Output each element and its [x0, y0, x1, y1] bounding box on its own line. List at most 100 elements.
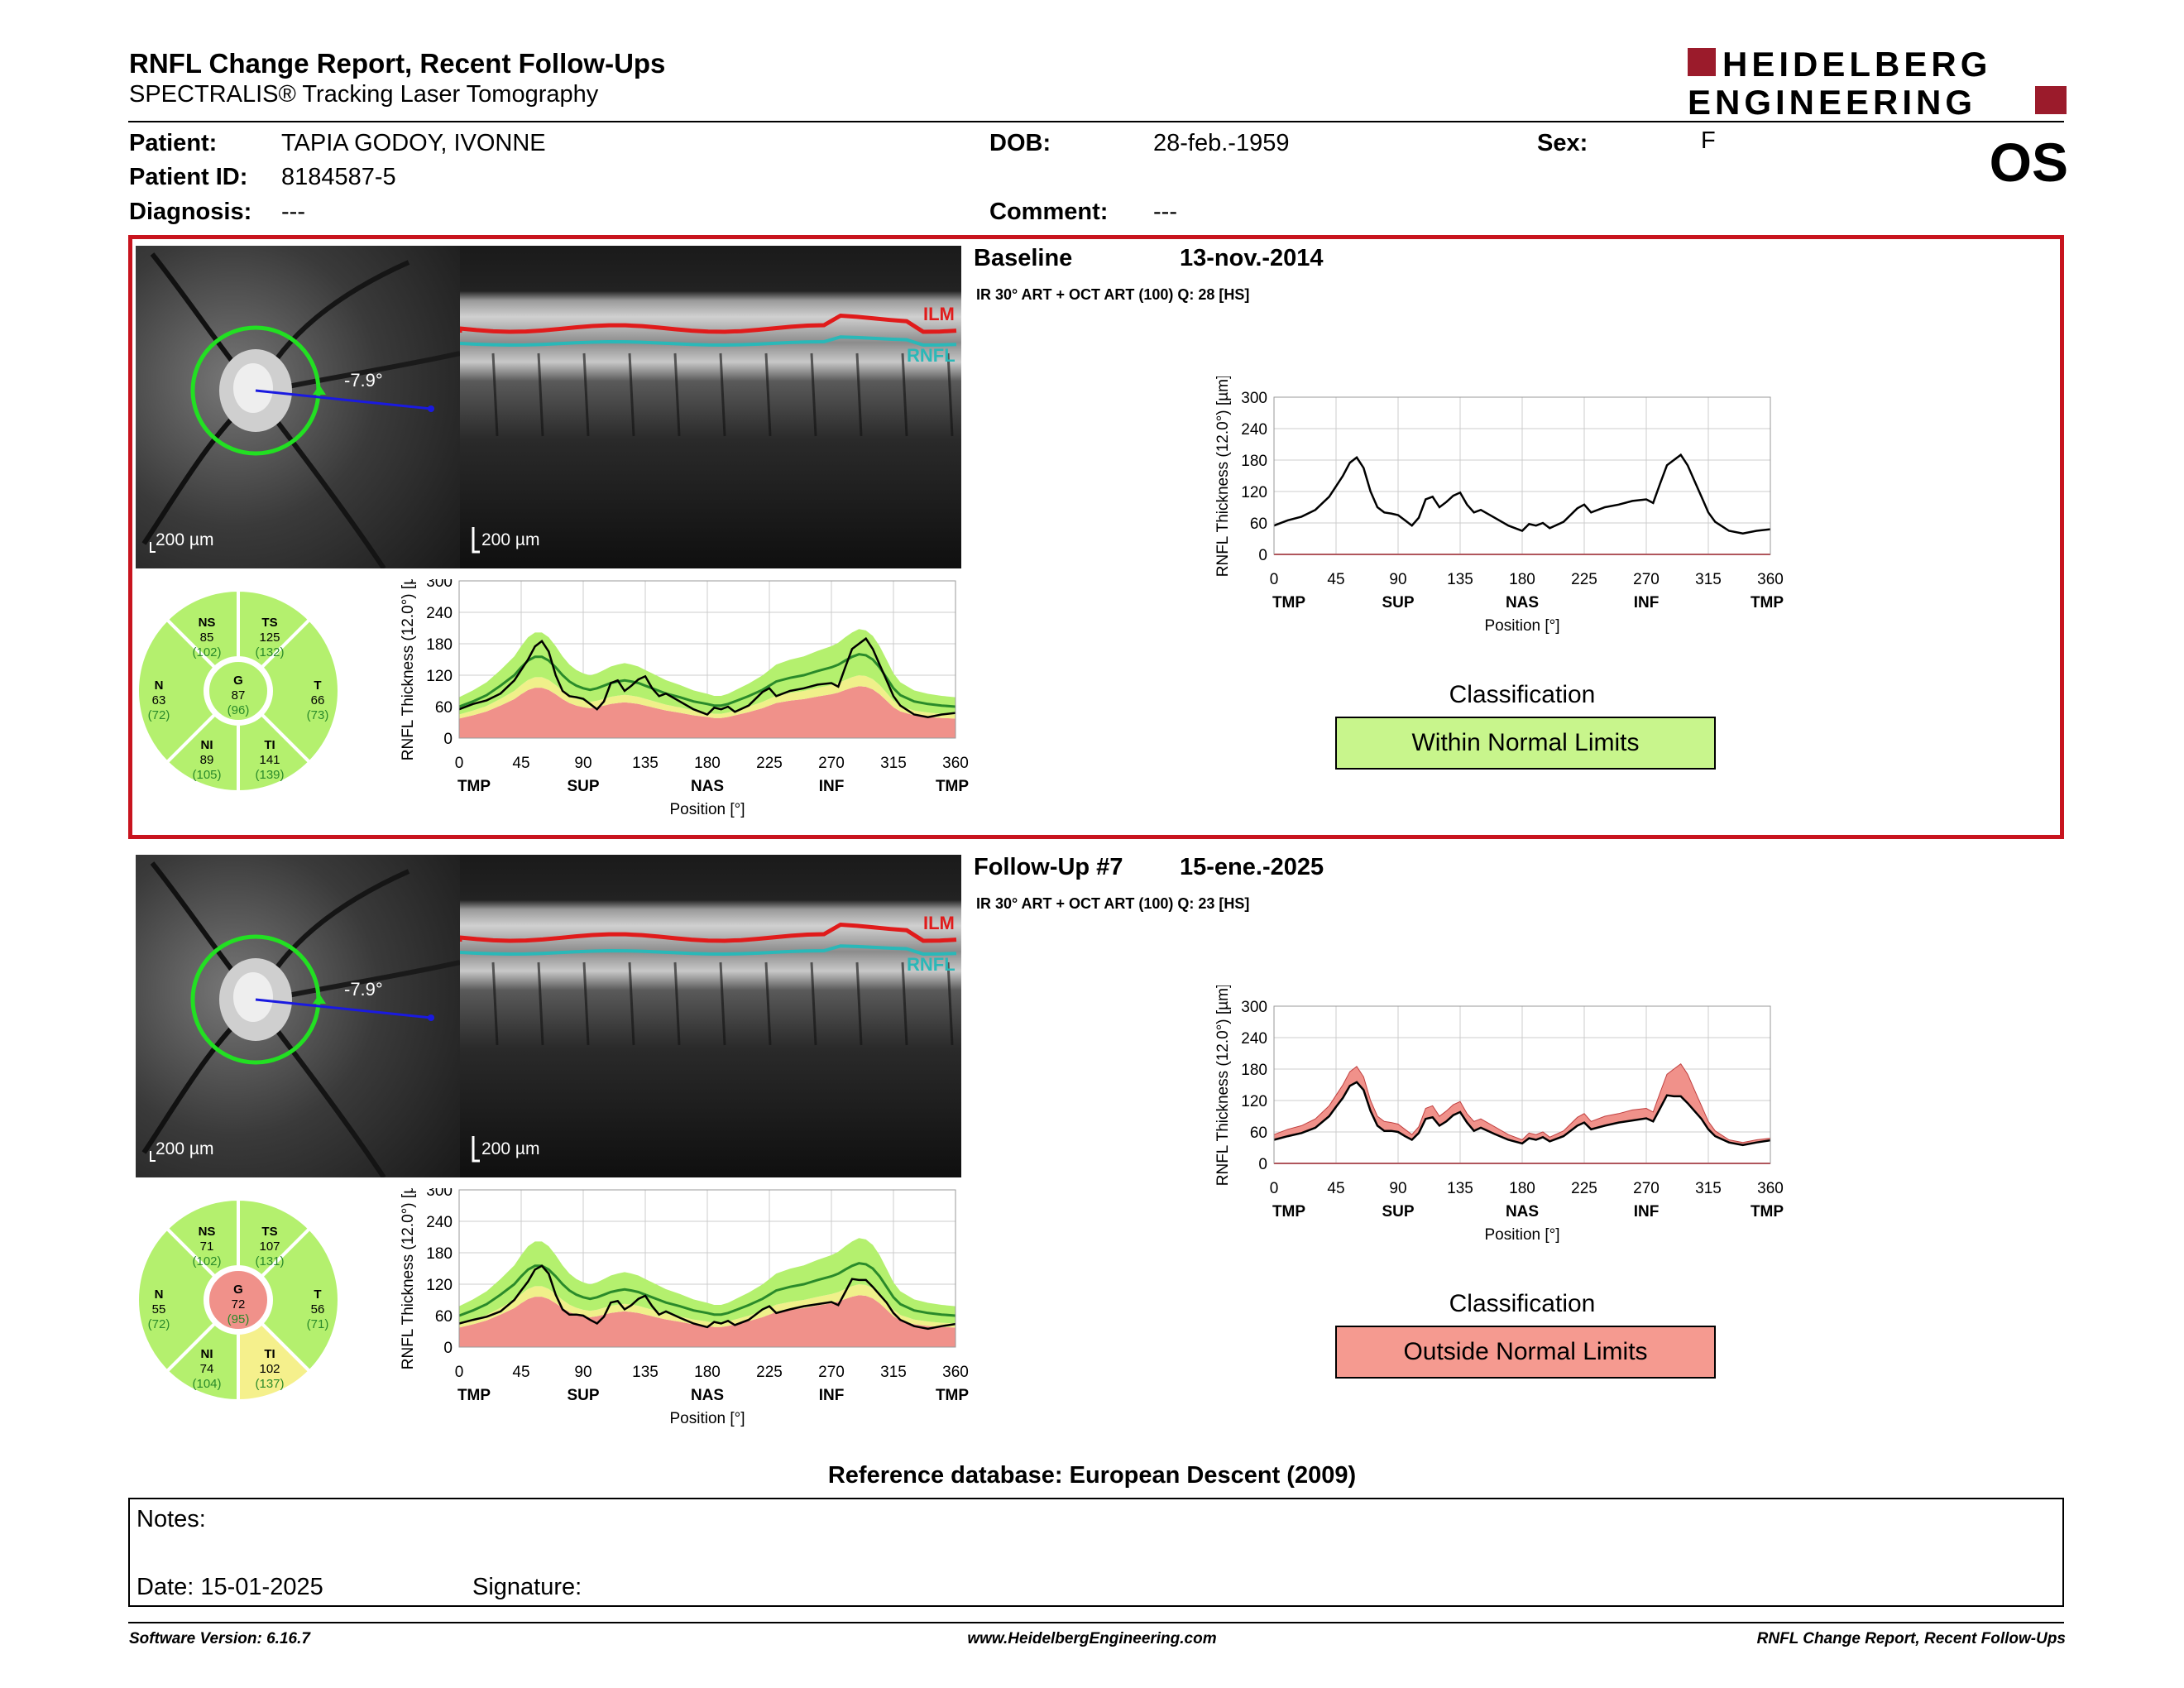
x-tick: 45 — [1327, 1180, 1344, 1197]
x-tick: 90 — [574, 755, 592, 772]
signature-label: Signature: — [472, 1574, 582, 1600]
x-tick: 180 — [1509, 1180, 1535, 1197]
x-sector-label: INF — [819, 778, 845, 795]
x-sector-label: INF — [1634, 1203, 1660, 1220]
classification-title: Classification — [1449, 681, 1596, 708]
sector-g — [206, 659, 271, 723]
sector-ns-label: NS — [199, 1225, 216, 1239]
x-tick: 0 — [455, 1364, 464, 1381]
baseline-panel — [128, 235, 2064, 839]
y-tick: 300 — [426, 579, 453, 591]
thickness-chart: 0 60 120 180 240 300 0 45 90 135 180 225 270 315 360 TM… — [1214, 985, 1784, 1244]
rnfl-label: RNFL — [907, 345, 956, 366]
x-tick: 135 — [632, 1364, 659, 1381]
x-sector-label: INF — [819, 1387, 845, 1404]
x-tick: 45 — [512, 1364, 529, 1381]
fundus-scale: 200 µm — [156, 1139, 214, 1158]
sector-t-ref: (73) — [307, 708, 329, 722]
y-axis-label: RNFL Thickness (12.0°) [µm] — [400, 579, 417, 760]
x-tick: 90 — [574, 1364, 592, 1381]
x-sector-label: SUP — [567, 1387, 599, 1404]
sector-ts-label: TS — [261, 616, 277, 630]
x-sector-label: INF — [1634, 594, 1660, 611]
x-sector-label: TMP — [1272, 1203, 1305, 1220]
classification-result: Within Normal Limits — [1335, 717, 1716, 770]
x-tick: 0 — [1270, 571, 1279, 588]
x-sector-label: TMP — [1272, 594, 1305, 611]
x-tick: 225 — [756, 755, 783, 772]
website: www.HeidelbergEngineering.com — [967, 1630, 1217, 1647]
notes-box[interactable]: Notes: Date: 15-01-2025 Signature: — [128, 1498, 2064, 1607]
x-tick: 0 — [455, 755, 464, 772]
sector-n-value: 55 — [152, 1302, 166, 1316]
y-axis-label: RNFL Thickness (12.0°) [µm] — [1214, 985, 1232, 1186]
x-sector-label: TMP — [936, 1387, 969, 1404]
sector-g-ref: (95) — [228, 1312, 250, 1326]
x-axis-label: Position [°] — [1484, 617, 1559, 635]
rnfl-line — [460, 335, 957, 347]
y-tick: 240 — [426, 1214, 453, 1231]
sector-ni-ref: (104) — [192, 1377, 221, 1391]
sector-ns — [164, 587, 240, 670]
sector-ns-label: NS — [199, 616, 216, 630]
acquisition-info: IR 30° ART + OCT ART (100) Q: 23 [HS] — [976, 895, 1250, 912]
sector-ni-value: 74 — [200, 1362, 214, 1376]
sector-n-ref: (72) — [148, 1317, 170, 1331]
borderline-band — [459, 1284, 956, 1328]
sector-ni — [164, 1321, 240, 1403]
oct-bscan: ILM RNFL 200 µm — [460, 855, 961, 1177]
x-tick: 360 — [942, 1364, 969, 1381]
comment-value: --- — [1153, 199, 1177, 225]
sector-n-value: 63 — [152, 693, 166, 707]
x-tick: 315 — [880, 755, 907, 772]
sector-ti-value: 141 — [259, 753, 280, 767]
x-tick: 225 — [756, 1364, 783, 1381]
normative-mean-line — [458, 653, 956, 708]
y-tick: 120 — [426, 1277, 453, 1294]
scan-angle: -7.9° — [344, 370, 383, 391]
x-tick: 270 — [818, 1364, 845, 1381]
classification-result: Outside Normal Limits — [1335, 1326, 1716, 1379]
outside-limits-band — [459, 1295, 956, 1347]
patient-thickness-line — [458, 1264, 956, 1331]
oct-scale: 200 µm — [481, 530, 540, 549]
y-tick: 180 — [1241, 453, 1267, 470]
sector-t-ref: (71) — [307, 1317, 329, 1331]
x-tick: 315 — [1695, 571, 1722, 588]
sector-t-value: 66 — [311, 693, 325, 707]
date-label: Date: 15-01-2025 — [136, 1574, 323, 1600]
y-tick: 60 — [435, 1308, 453, 1326]
sector-ni-label: NI — [201, 738, 213, 752]
x-sector-label: SUP — [567, 778, 599, 795]
sector-n-label: N — [155, 679, 164, 693]
x-sector-label: NAS — [1506, 594, 1539, 611]
normal-band — [459, 629, 956, 715]
x-tick: 135 — [632, 755, 659, 772]
sector-ns — [164, 1196, 240, 1279]
scan-angle: -7.9° — [344, 979, 383, 1000]
x-tick: 225 — [1571, 571, 1597, 588]
ilm-line — [460, 313, 957, 334]
x-sector-label: TMP — [457, 778, 491, 795]
sector-n-label: N — [155, 1288, 164, 1302]
sector-ts-label: TS — [261, 1225, 277, 1239]
x-tick: 180 — [694, 755, 721, 772]
software-version: Software Version: 6.16.7 — [129, 1630, 310, 1647]
sector-ns-value: 85 — [200, 631, 214, 645]
y-tick: 0 — [443, 731, 453, 748]
ilm-line — [460, 922, 957, 943]
report-title: RNFL Change Report, Recent Follow-Ups — [129, 48, 666, 79]
sector-t-value: 56 — [311, 1302, 325, 1316]
sex-value: F — [1701, 127, 1716, 154]
comment-label: Comment: — [989, 199, 1109, 225]
x-tick: 135 — [1447, 1180, 1473, 1197]
sector-ts — [237, 587, 313, 670]
sector-n-ref: (72) — [148, 708, 170, 722]
x-tick: 0 — [1270, 1180, 1279, 1197]
x-tick: 270 — [818, 755, 845, 772]
x-tick: 360 — [942, 755, 969, 772]
profile-chart: 0 60 120 180 240 300 0 45 90 135 180 225 270 315 360 TM… — [400, 1188, 969, 1427]
rnfl-line — [460, 944, 957, 956]
dob-value: 28-feb.-1959 — [1153, 130, 1290, 156]
